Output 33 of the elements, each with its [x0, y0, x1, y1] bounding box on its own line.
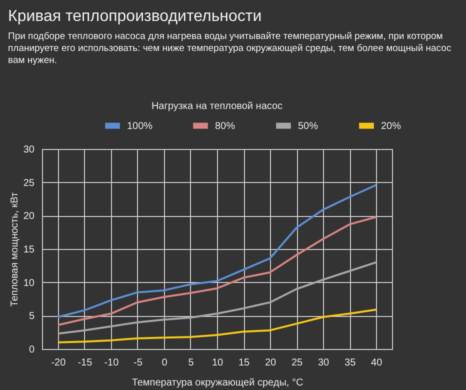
y-tick-label: 30	[23, 144, 35, 156]
x-tick-label: 25	[291, 358, 304, 368]
x-tick-label: 5	[188, 358, 194, 368]
legend-title: Нагрузка на тепловой насос	[151, 101, 283, 112]
line-series	[56, 184, 378, 318]
legend-label: 50%	[298, 120, 318, 132]
x-tick-label: 35	[344, 358, 356, 368]
y-tick-label: 25	[23, 178, 35, 189]
x-tick-label: -20	[51, 358, 66, 368]
x-tick-label: 10	[212, 358, 224, 368]
x-tick-label: 0	[162, 358, 168, 368]
legend-label: 80%	[215, 120, 236, 132]
line-series	[56, 308, 378, 344]
line-series	[56, 261, 378, 335]
y-axis-title: Тепловая мощность, кВт	[9, 192, 20, 307]
y-tick-label: 5	[28, 311, 35, 322]
line-series	[56, 216, 378, 326]
y-tick-label: 10	[23, 278, 35, 289]
x-tick-label: 15	[238, 358, 250, 368]
x-tick-label: -15	[78, 358, 93, 368]
y-tick-label: 0	[28, 344, 35, 356]
x-tick-label: 30	[318, 358, 330, 368]
x-tick-label: -5	[134, 358, 143, 368]
x-tick-label: 40	[371, 358, 383, 368]
legend-label: 20%	[381, 120, 402, 132]
x-tick-label: 20	[264, 358, 277, 368]
legend-label: 100%	[127, 120, 153, 132]
x-axis-title: Температура окружающей среды, °C	[132, 378, 304, 388]
chart-subtitle: При подборе теплового насоса для нагрева воды учитывайте температурный режим, при котором планируете его использовать: чем ниже температура окружающей среды, тем более мощный насос вам нужен.	[7, 30, 452, 67]
y-tick-label: 15	[23, 244, 35, 256]
y-tick-label: 20	[23, 211, 35, 222]
chart-title: Кривая теплопроизводительности	[7, 7, 263, 26]
x-tick-label: -10	[104, 358, 120, 368]
